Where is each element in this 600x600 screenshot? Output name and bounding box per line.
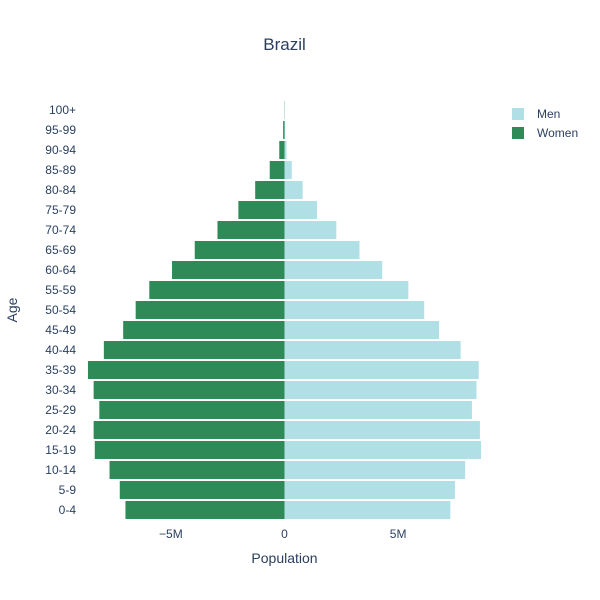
bar-women-0-4 [125, 501, 285, 519]
bar-women-20-24 [93, 421, 285, 439]
x-axis-title: Population [251, 550, 317, 566]
bar-women-50-54 [135, 301, 285, 319]
bar-men-60-64 [284, 261, 383, 279]
bar-men-95-99 [284, 121, 286, 139]
bar-men-85-89 [284, 161, 292, 179]
y-tick-label: 55-59 [45, 283, 76, 297]
bar-men-5-9 [284, 481, 455, 499]
legend-label-women[interactable]: Women [537, 126, 578, 140]
bar-women-75-79 [238, 201, 285, 219]
bar-women-25-29 [99, 401, 285, 419]
bar-men-30-34 [284, 381, 477, 399]
bar-men-45-49 [284, 321, 440, 339]
bar-men-35-39 [284, 361, 479, 379]
bar-women-60-64 [172, 261, 285, 279]
bar-women-80-84 [255, 181, 285, 199]
bar-women-70-74 [217, 221, 285, 239]
legend-swatch-women[interactable] [512, 127, 524, 139]
x-axis-ticks: −5M 0 5M [159, 527, 406, 541]
y-tick-label: 5-9 [59, 483, 77, 497]
bar-women-90-94 [279, 141, 285, 159]
y-axis-title: Age [4, 297, 20, 322]
y-tick-label: 15-19 [45, 443, 76, 457]
bar-women-30-34 [93, 381, 285, 399]
bar-men-20-24 [284, 421, 480, 439]
bar-women-40-44 [103, 341, 285, 359]
y-tick-label: 35-39 [45, 363, 76, 377]
bar-women-45-49 [123, 321, 285, 339]
y-tick-label: 65-69 [45, 243, 76, 257]
bar-men-75-79 [284, 201, 317, 219]
bar-women-5-9 [119, 481, 285, 499]
legend: Men Women [512, 107, 578, 140]
x-tick-label: 0 [281, 527, 288, 541]
y-tick-label: 75-79 [45, 203, 76, 217]
bar-men-90-94 [284, 141, 287, 159]
y-tick-label: 50-54 [45, 303, 76, 317]
y-tick-label: 40-44 [45, 343, 76, 357]
y-tick-label: 60-64 [45, 263, 76, 277]
bar-women-65-69 [194, 241, 285, 259]
y-tick-label: 0-4 [59, 503, 77, 517]
bar-women-85-89 [269, 161, 285, 179]
y-axis-ticks: 0-4 5-9 10-14 15-19 20-24 25-29 30-34 35-39 40-4… [45, 103, 76, 517]
bar-men-10-14 [284, 461, 466, 479]
bars-layer [87, 101, 482, 519]
bar-men-15-19 [284, 441, 482, 459]
chart-title: Brazil [263, 35, 306, 54]
bar-men-70-74 [284, 221, 337, 239]
legend-label-men[interactable]: Men [537, 107, 560, 121]
x-tick-label: 5M [390, 527, 407, 541]
y-tick-label: 30-34 [45, 383, 76, 397]
y-tick-label: 20-24 [45, 423, 76, 437]
bar-men-50-54 [284, 301, 425, 319]
y-tick-label: 95-99 [45, 123, 76, 137]
y-tick-label: 45-49 [45, 323, 76, 337]
y-tick-label: 100+ [49, 103, 76, 117]
bar-women-10-14 [109, 461, 285, 479]
x-tick-label: −5M [159, 527, 183, 541]
y-tick-label: 85-89 [45, 163, 76, 177]
y-tick-label: 90-94 [45, 143, 76, 157]
bar-men-55-59 [284, 281, 409, 299]
bar-men-0-4 [284, 501, 451, 519]
bar-men-25-29 [284, 401, 472, 419]
y-tick-label: 25-29 [45, 403, 76, 417]
bar-men-40-44 [284, 341, 461, 359]
bar-women-95-99 [283, 121, 285, 139]
y-tick-label: 70-74 [45, 223, 76, 237]
y-tick-label: 10-14 [45, 463, 76, 477]
bar-men-80-84 [284, 181, 303, 199]
legend-swatch-men[interactable] [512, 108, 524, 120]
bar-women-15-19 [94, 441, 285, 459]
bar-women-55-59 [149, 281, 285, 299]
y-tick-label: 80-84 [45, 183, 76, 197]
bar-women-35-39 [87, 361, 285, 379]
bar-men-65-69 [284, 241, 360, 259]
